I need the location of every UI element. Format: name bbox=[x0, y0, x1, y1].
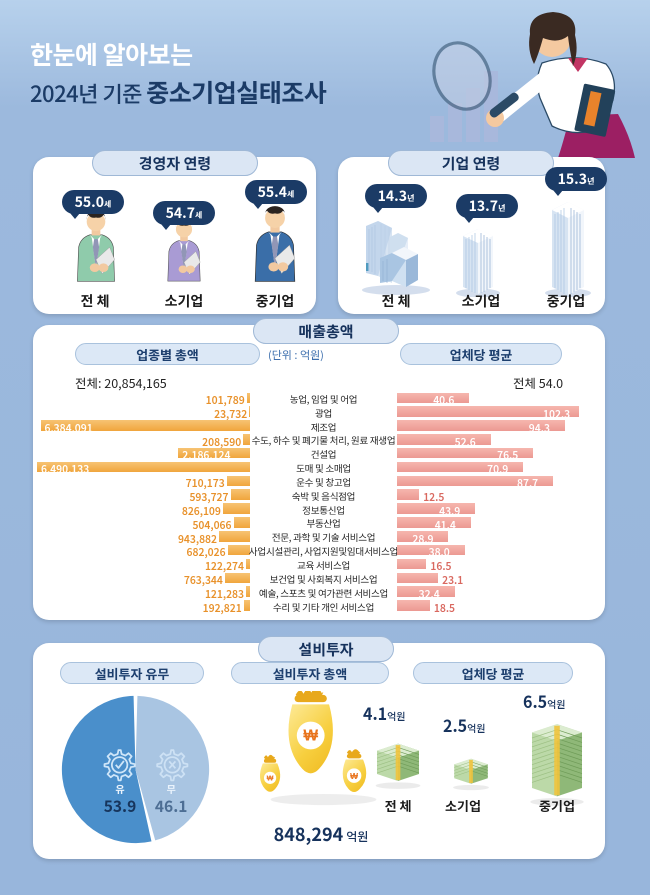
svg-text:46.1: 46.1 bbox=[155, 795, 187, 817]
svg-text:유: 유 bbox=[115, 781, 124, 796]
svg-text:53.9: 53.9 bbox=[104, 795, 136, 817]
svg-text:₩: ₩ bbox=[267, 774, 274, 783]
svg-text:₩: ₩ bbox=[303, 728, 318, 745]
svg-text:무: 무 bbox=[167, 781, 176, 796]
svg-text:₩: ₩ bbox=[350, 771, 358, 781]
